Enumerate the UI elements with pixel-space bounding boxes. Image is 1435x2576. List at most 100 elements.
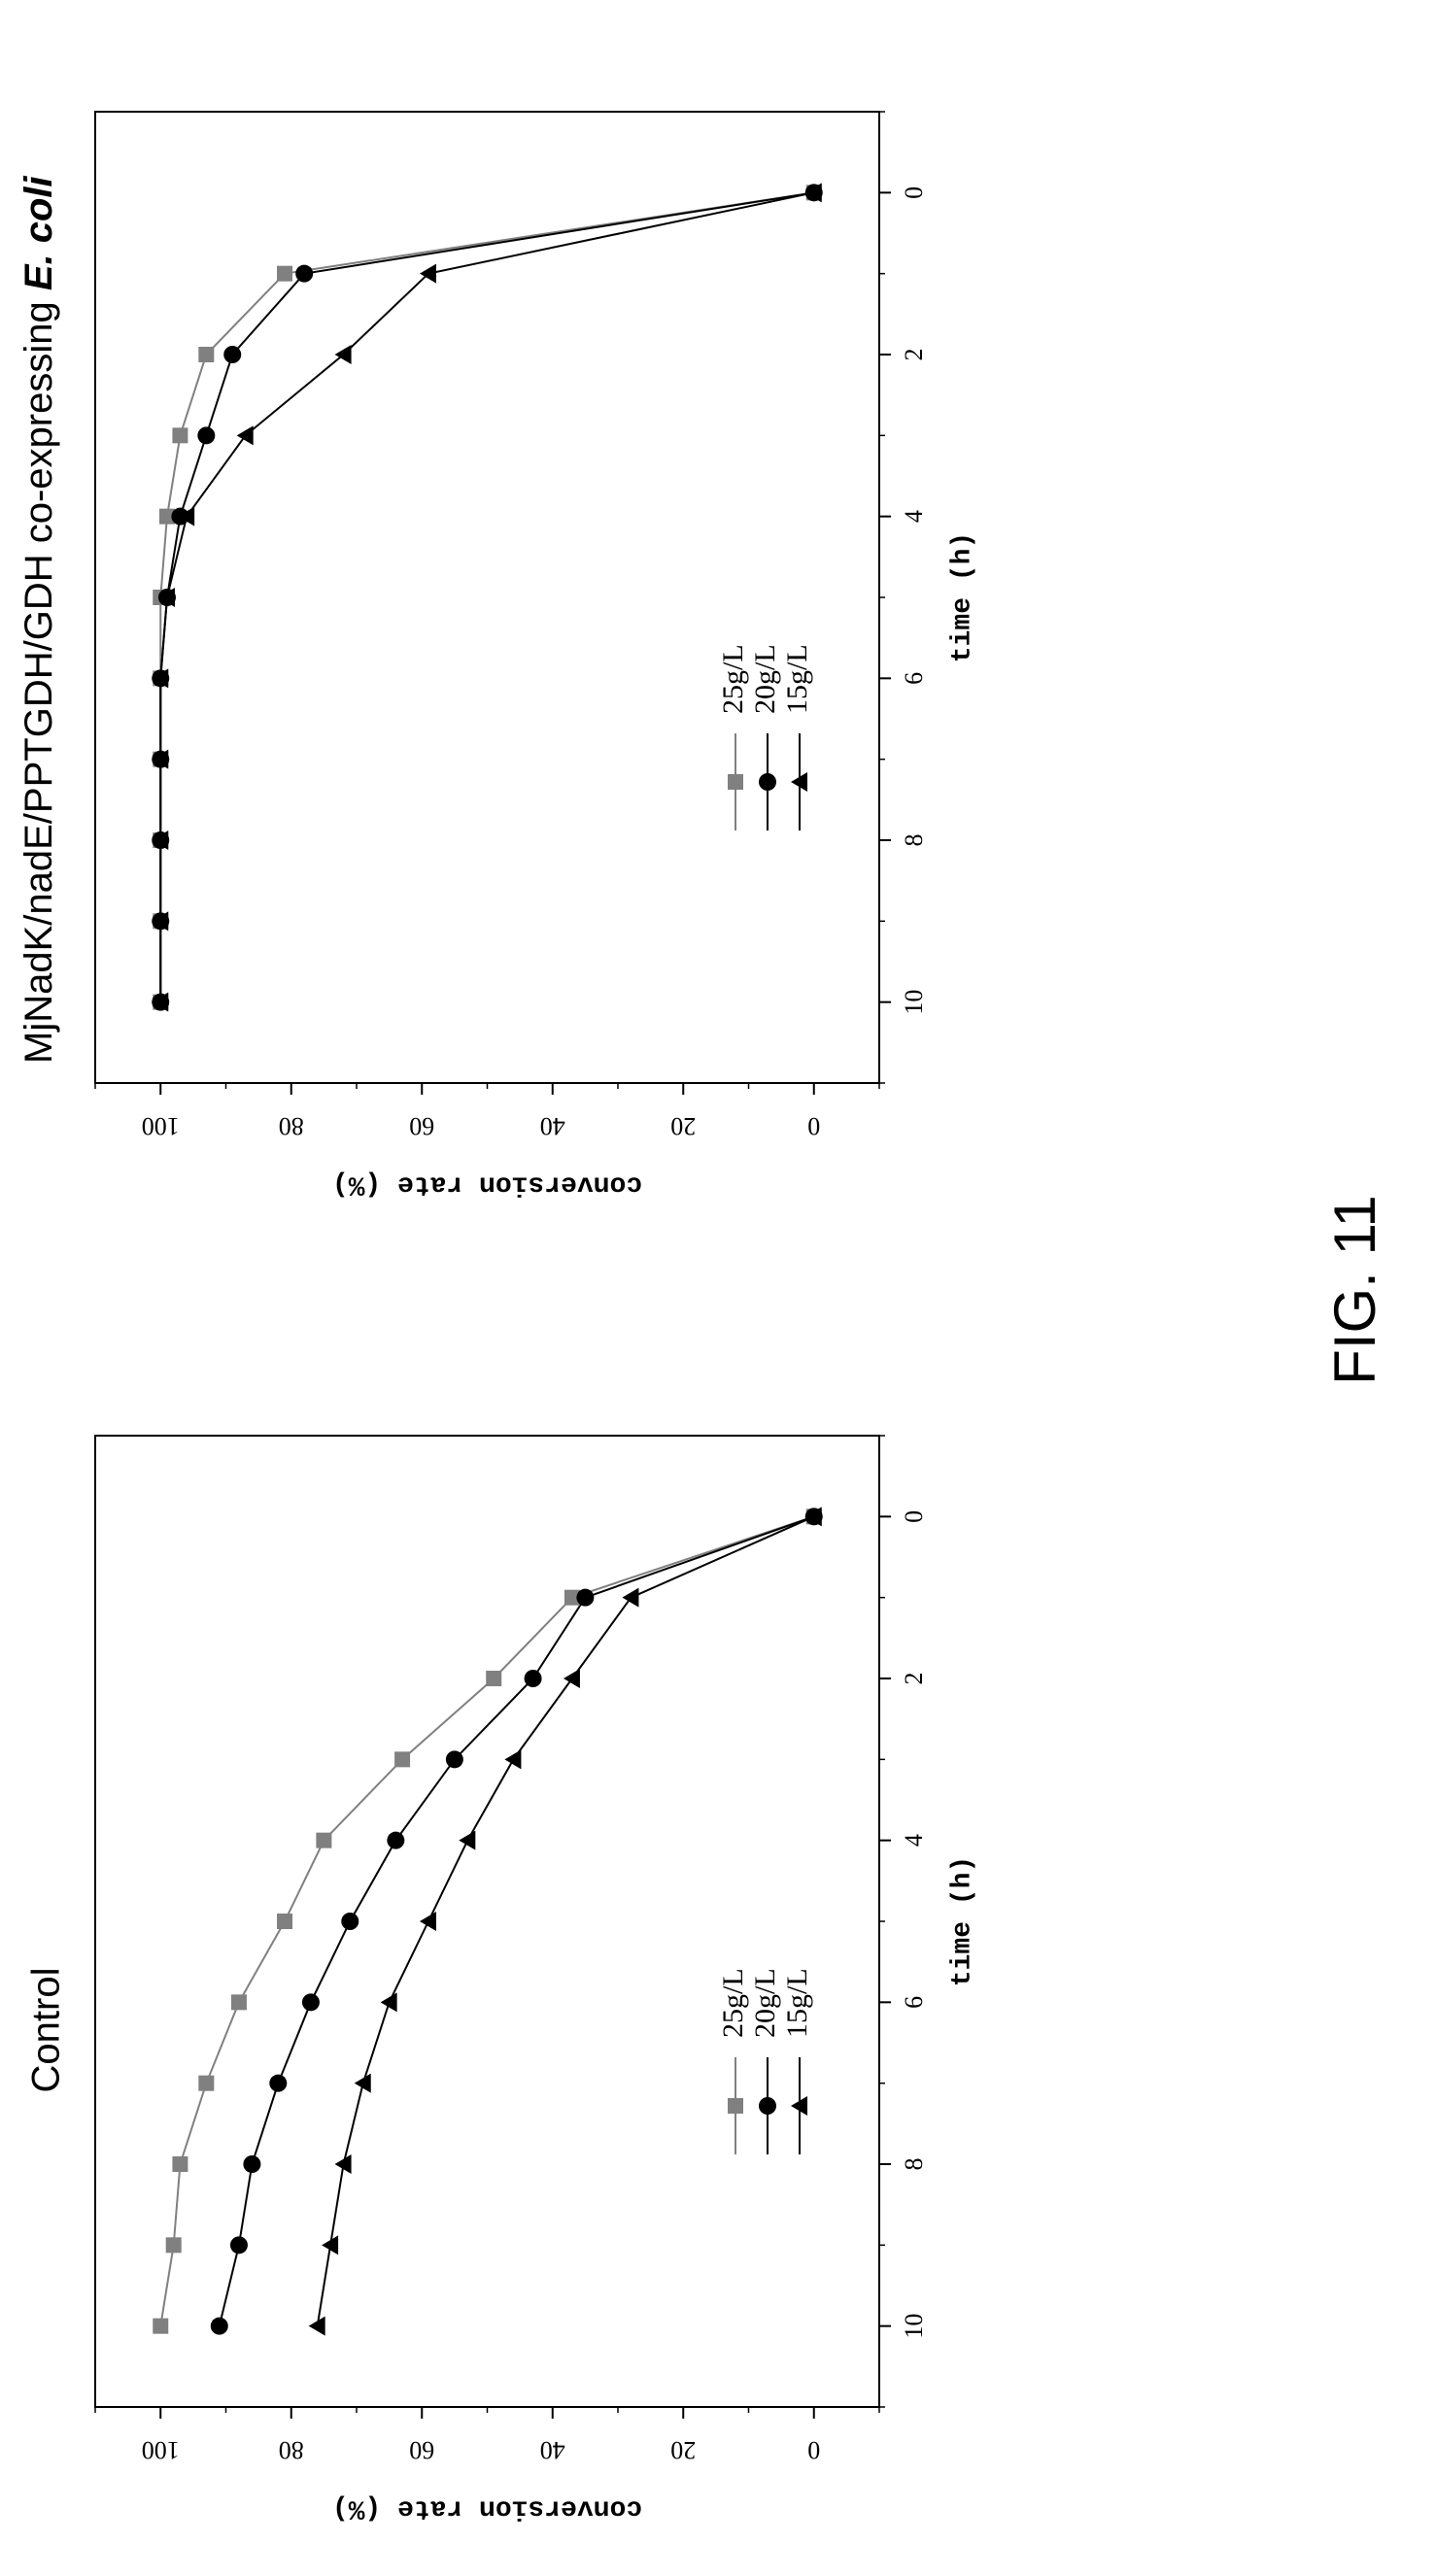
y-tick-label: 80: [279, 1112, 304, 1140]
legend-marker: [728, 774, 743, 790]
data-point: [210, 2317, 228, 2335]
data-point: [243, 2155, 261, 2173]
y-tick-label: 60: [409, 1112, 434, 1140]
y-tick-label: 80: [279, 2436, 304, 2464]
data-point: [198, 347, 215, 362]
chart-title: Control: [25, 1968, 68, 2093]
data-point: [198, 2075, 215, 2091]
x-tick-label: 6: [900, 1996, 928, 2009]
data-point: [564, 1589, 580, 1606]
data-point: [152, 911, 169, 932]
data-point: [486, 1671, 502, 1686]
data-point: [804, 183, 822, 203]
series-lines: [159, 1515, 815, 2326]
data-point: [197, 426, 216, 445]
data-point: [223, 346, 242, 363]
series-line-1: [159, 191, 814, 1002]
series-line-0: [159, 1515, 815, 2326]
chart-title: MjNadK/nadE/PPTGDH/GDH co-expressing E. …: [17, 175, 60, 1064]
legend-marker: [759, 773, 776, 791]
y-tick-label: 100: [142, 1112, 180, 1140]
data-point: [622, 1587, 639, 1608]
data-point: [804, 1507, 822, 1527]
legend: 25g/L 20g/L 15g/L: [717, 644, 813, 830]
data-point: [269, 2074, 288, 2092]
x-tick-label: 2: [900, 349, 928, 361]
plot-frame: [94, 1435, 880, 2408]
y-tick-label: 20: [670, 1112, 696, 1140]
x-tick-label: 0: [900, 186, 928, 199]
chart-coexpressing: MjNadK/nadE/PPTGDH/GDH co-expressing E. …: [17, 111, 977, 1200]
data-point: [334, 2154, 352, 2174]
data-point: [322, 2235, 339, 2255]
x-axis-label: time (h): [947, 532, 977, 662]
x-tick-label: 8: [900, 834, 928, 847]
plot-frame: [94, 111, 880, 1084]
x-tick-label: 10: [900, 2314, 928, 2339]
data-point: [316, 1832, 332, 1848]
data-point: [152, 992, 169, 1012]
x-tick-label: 8: [900, 2158, 928, 2171]
legend-label: 25g/L: [717, 1968, 749, 2038]
x-tick-label: 10: [900, 990, 928, 1015]
data-point: [178, 506, 195, 526]
series-lines: [159, 191, 814, 1002]
y-tick-label: 0: [807, 2436, 820, 2464]
series-line-2: [316, 1515, 815, 2326]
data-point: [419, 1912, 436, 1931]
data-point: [524, 1670, 542, 1687]
y-axis-label: conversion rate (%): [332, 2493, 642, 2524]
series-line-1: [218, 1515, 815, 2326]
y-tick-label: 0: [807, 1112, 820, 1140]
data-point: [165, 2237, 182, 2254]
x-tick-label: 6: [900, 672, 928, 685]
legend-marker: [728, 2098, 743, 2114]
series-markers: [152, 183, 823, 1012]
chart-control: Control time (h) conversion rate (%) 0 2 4…: [25, 1435, 977, 2524]
data-point: [153, 2318, 169, 2334]
data-point: [563, 1669, 580, 1688]
x-tick-label: 4: [900, 1834, 928, 1847]
data-point: [229, 2236, 248, 2254]
data-point: [230, 1994, 247, 2011]
data-point: [419, 263, 436, 284]
x-tick-label: 0: [900, 1510, 928, 1523]
y-tick-label: 100: [142, 2436, 180, 2464]
data-point: [308, 2316, 325, 2336]
series-line-2: [159, 191, 814, 1002]
legend-label: 15g/L: [781, 1968, 813, 2038]
x-axis-label: time (h): [947, 1856, 977, 1986]
data-point: [380, 1992, 397, 2013]
data-point: [394, 1751, 411, 1768]
data-point: [236, 425, 254, 446]
data-point: [152, 830, 169, 850]
data-point: [301, 1993, 320, 2012]
legend: 25g/L 20g/L 15g/L: [717, 1968, 813, 2154]
data-point: [157, 588, 175, 607]
x-tick-label: 4: [900, 510, 928, 523]
legend-marker: [759, 2097, 776, 2115]
series-markers: [153, 1507, 823, 2336]
figure-label: FIG. 11: [1322, 1195, 1387, 1385]
legend-label: 15g/L: [781, 644, 813, 714]
data-point: [387, 1831, 405, 1849]
legend-label: 25g/L: [717, 644, 749, 714]
data-point: [334, 345, 352, 364]
y-tick-label: 40: [540, 1112, 565, 1140]
data-point: [459, 1830, 476, 1850]
chart-title-species: E. coli: [17, 175, 60, 290]
data-point: [295, 264, 314, 283]
y-tick-label: 60: [409, 2436, 434, 2464]
data-point: [504, 1749, 522, 1770]
legend-marker: [791, 772, 807, 792]
data-point: [277, 1914, 293, 1929]
series-line-0: [159, 191, 814, 1002]
data-point: [172, 2156, 188, 2172]
legend-label: 20g/L: [749, 644, 781, 714]
legend-label: 20g/L: [749, 1968, 781, 2038]
data-point: [172, 427, 188, 444]
data-point: [152, 668, 169, 689]
